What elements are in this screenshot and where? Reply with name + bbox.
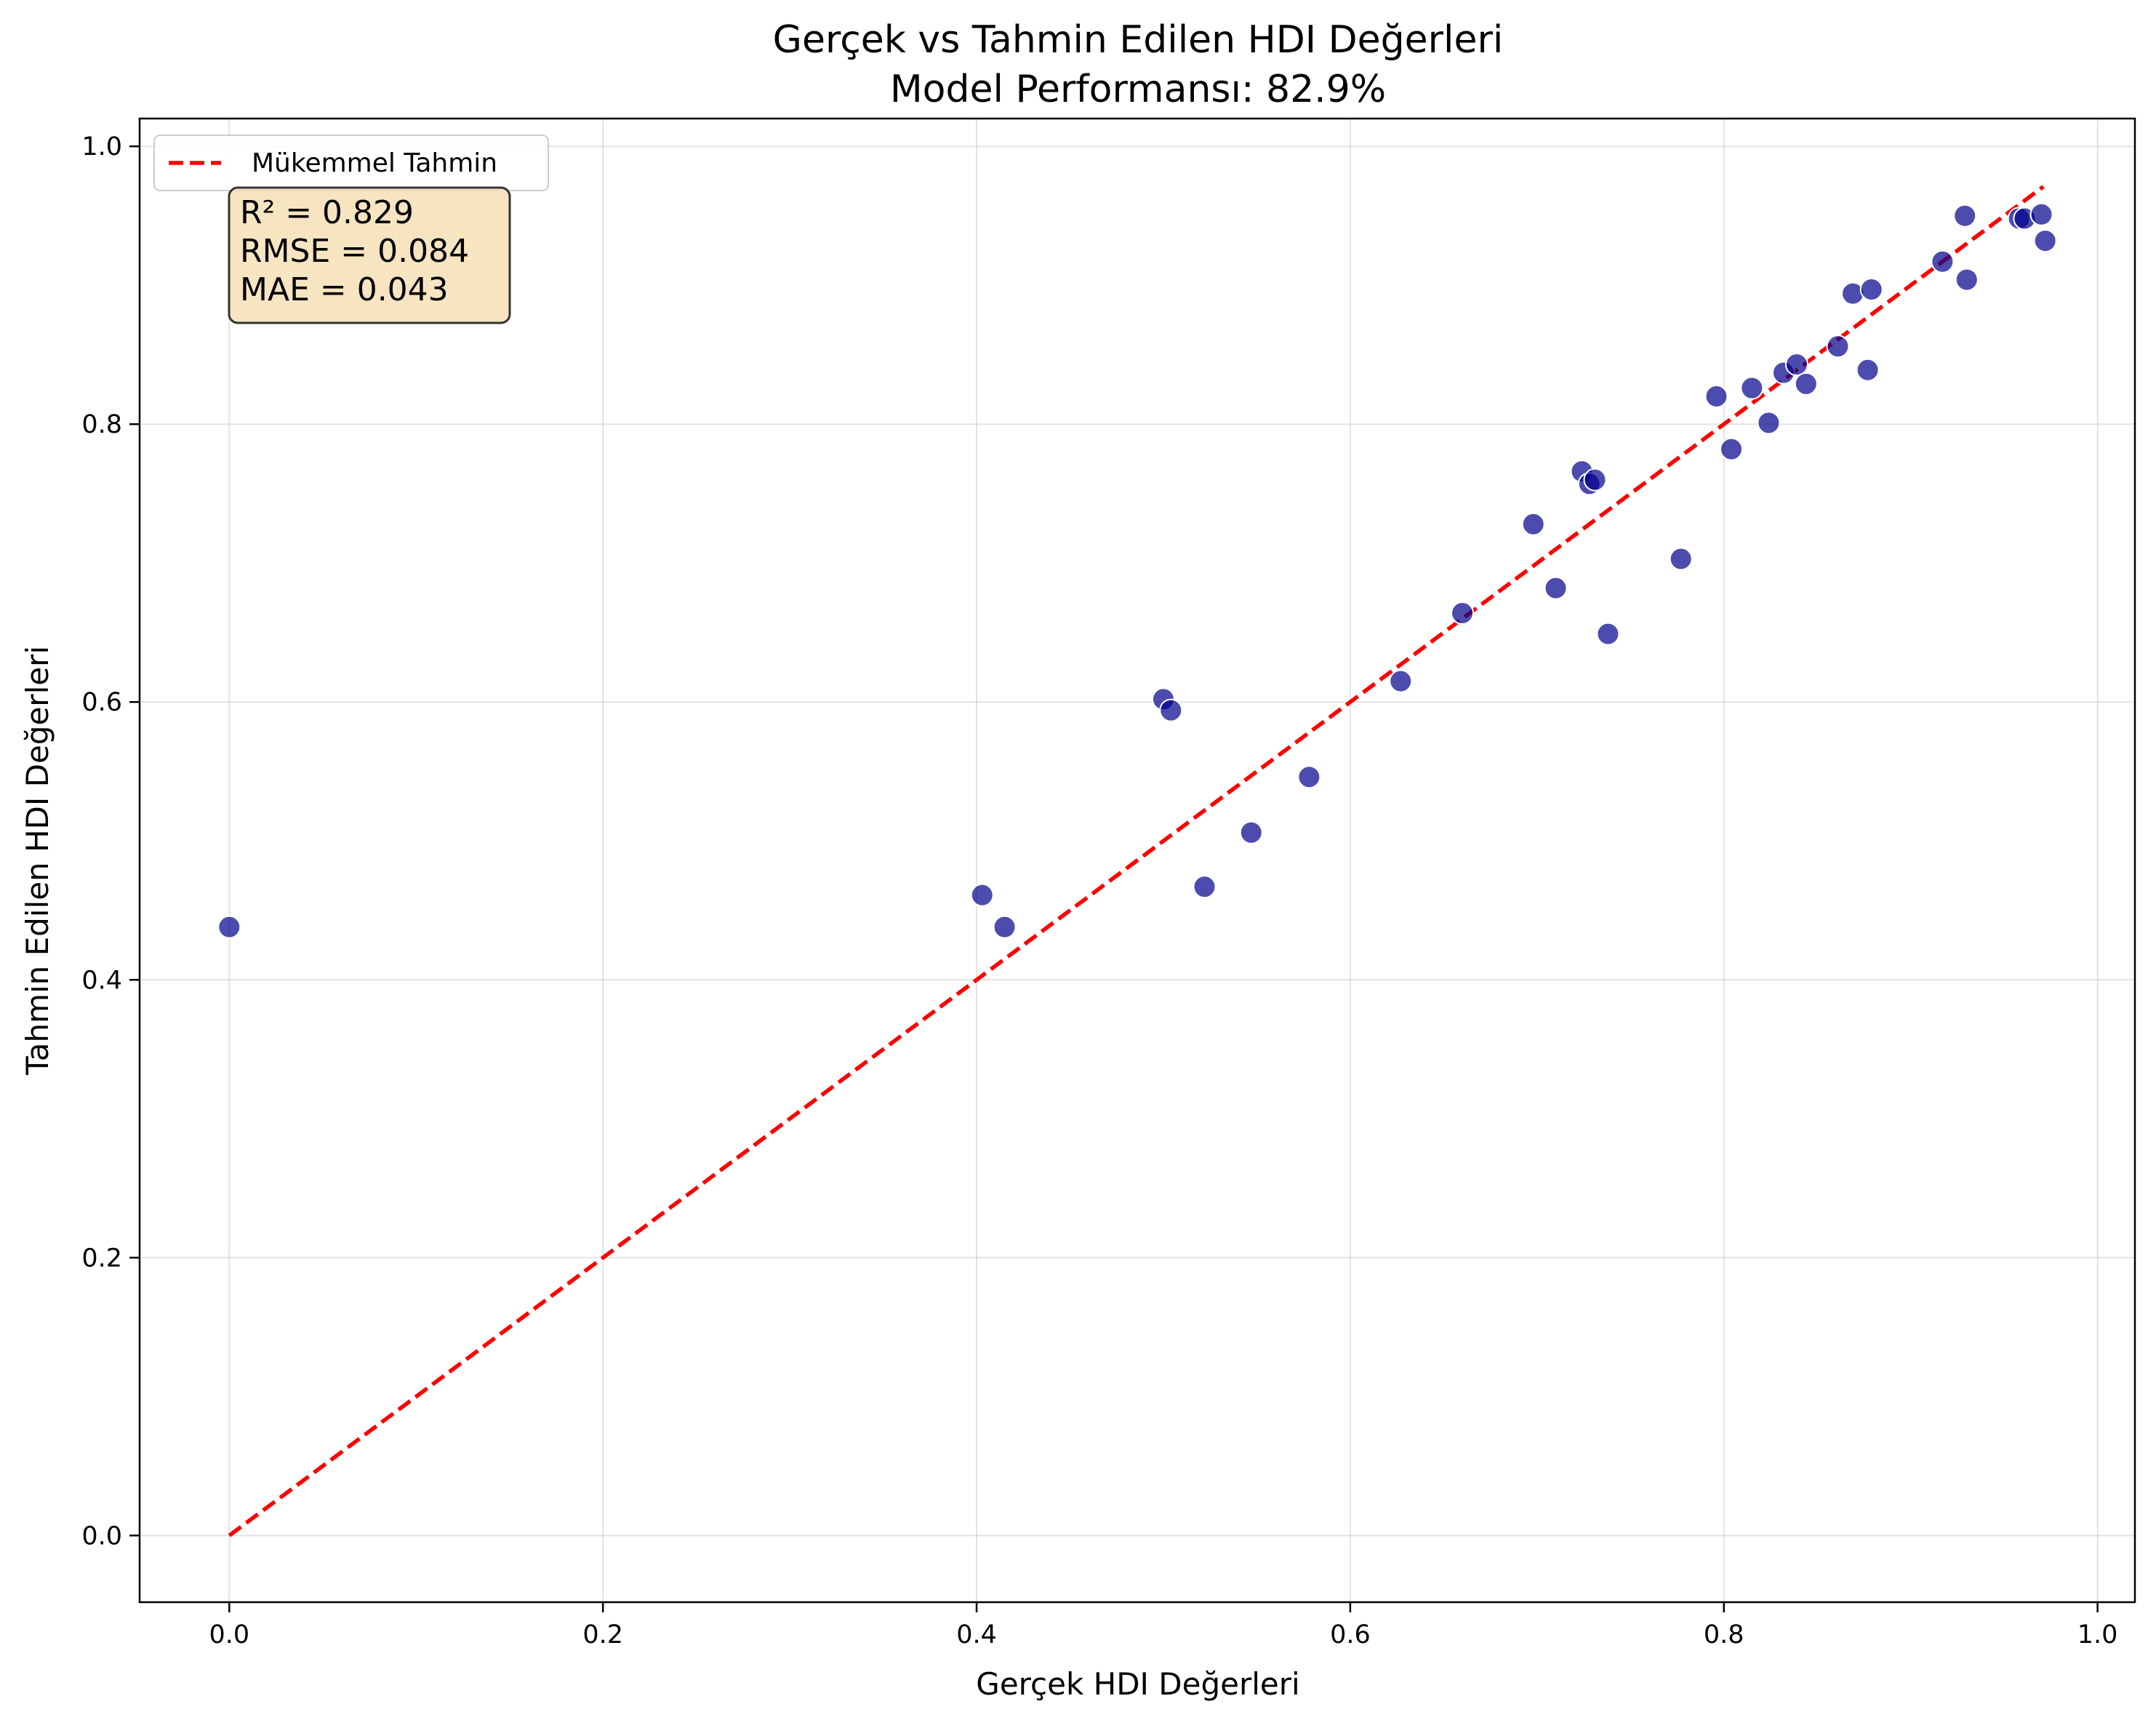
stats-rmse: RMSE = 0.084 xyxy=(240,233,469,270)
y-axis-label: Tahmin Edilen HDI Değerleri xyxy=(20,646,55,1076)
y-axis-ticks: 0.0 0.2 0.4 0.6 0.8 1.0 xyxy=(81,132,140,1551)
data-point xyxy=(217,915,241,939)
data-point xyxy=(1669,547,1693,571)
y-tick-label: 0.4 xyxy=(81,966,122,995)
data-point xyxy=(1794,372,1818,396)
data-point xyxy=(1159,698,1183,722)
data-point xyxy=(1784,353,1808,377)
data-point xyxy=(1931,249,1955,273)
stats-box-background xyxy=(228,186,511,324)
y-tick-label: 0.0 xyxy=(81,1521,122,1551)
data-point xyxy=(1704,385,1728,409)
data-point xyxy=(1859,277,1883,301)
reference-line-layer xyxy=(228,185,2045,1537)
stats-mae: MAE = 0.043 xyxy=(240,271,449,308)
legend: Mükemmel Tahmin xyxy=(153,135,549,191)
data-points xyxy=(217,202,2057,939)
y-tick-label: 1.0 xyxy=(81,132,122,161)
y-tick-label: 0.6 xyxy=(81,688,122,717)
x-tick-label: 0.4 xyxy=(956,1620,997,1649)
x-tick-label: 0.8 xyxy=(1704,1620,1744,1649)
data-point xyxy=(2033,229,2057,253)
x-axis-ticks: 0.0 0.2 0.4 0.6 0.8 1.0 xyxy=(209,1602,2117,1649)
data-point xyxy=(1544,576,1568,600)
data-point xyxy=(1826,335,1850,359)
y-tick-label: 0.8 xyxy=(81,410,122,439)
chart-title: Gerçek vs Tahmin Edilen HDI Değerleri xyxy=(773,18,1504,62)
data-point xyxy=(1389,669,1413,693)
x-tick-label: 1.0 xyxy=(2077,1620,2118,1649)
data-point xyxy=(1193,875,1217,899)
data-point xyxy=(1451,601,1475,625)
data-point xyxy=(1740,376,1764,400)
data-point xyxy=(970,883,994,907)
perfect-prediction-line xyxy=(228,185,2045,1537)
data-point xyxy=(1297,765,1321,789)
data-point xyxy=(993,915,1017,939)
chart-subtitle: Model Performansı: 82.9% xyxy=(890,68,1386,111)
data-point xyxy=(1596,622,1620,646)
grid-lines xyxy=(140,119,2135,1602)
data-point xyxy=(1953,204,1977,228)
data-point xyxy=(1720,437,1744,461)
stats-r2: R² = 0.829 xyxy=(240,194,414,231)
x-axis-label: Gerçek HDI Değerleri xyxy=(976,1666,1299,1702)
y-tick-label: 0.2 xyxy=(81,1244,122,1273)
data-point xyxy=(1239,820,1263,844)
data-point xyxy=(1757,411,1781,435)
legend-label: Mükemmel Tahmin xyxy=(252,148,497,178)
data-point xyxy=(1521,512,1545,536)
x-tick-label: 0.2 xyxy=(582,1620,623,1649)
stats-box: R² = 0.829 RMSE = 0.084 MAE = 0.043 xyxy=(228,186,511,324)
x-tick-label: 0.0 xyxy=(209,1620,249,1649)
plot-frame xyxy=(138,117,2136,1604)
data-point xyxy=(2029,202,2053,226)
data-point xyxy=(1583,468,1607,492)
data-point xyxy=(1856,358,1880,382)
x-tick-label: 0.6 xyxy=(1330,1620,1371,1649)
data-point xyxy=(1955,268,1979,292)
